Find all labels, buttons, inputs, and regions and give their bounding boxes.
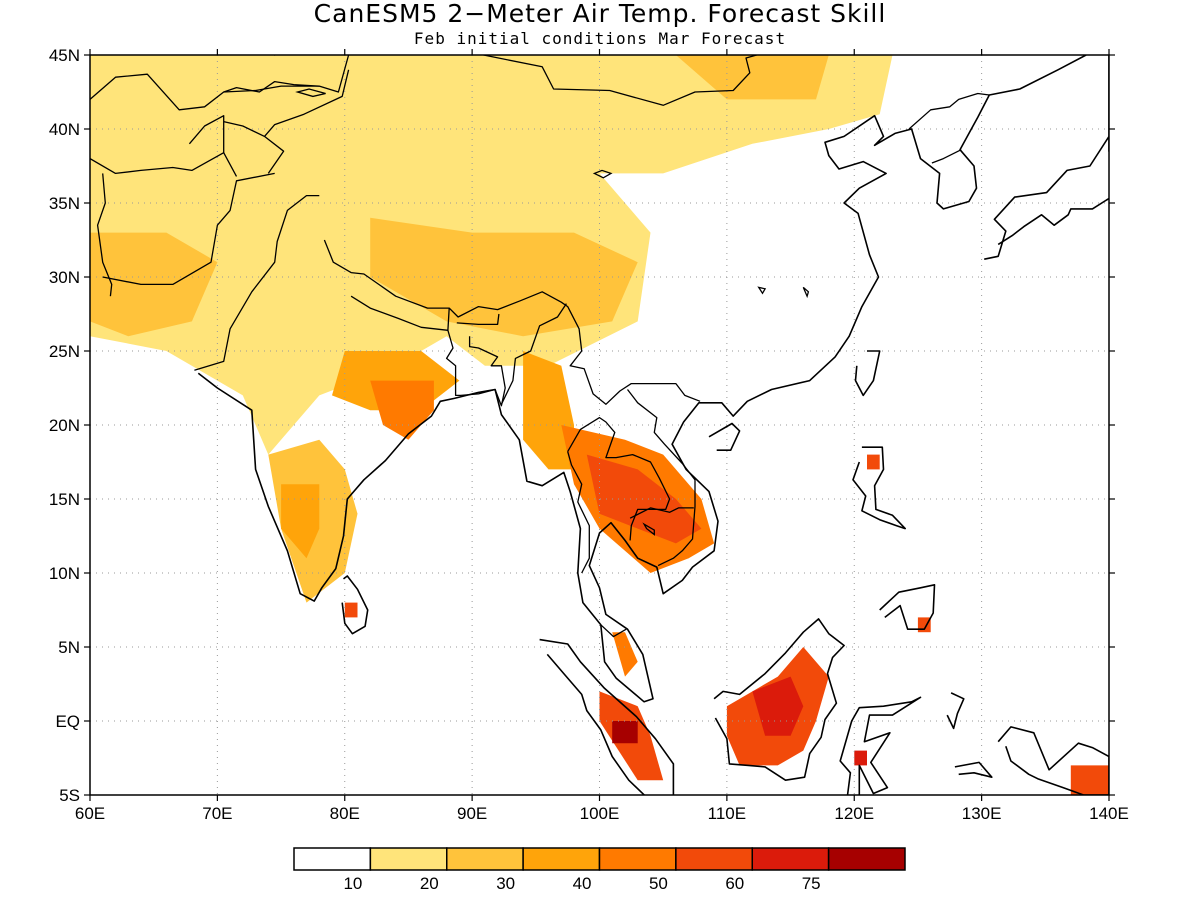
coastline-layer <box>197 33 1138 795</box>
y-tick-label: 5S <box>59 786 80 805</box>
y-axis-ticks: 45N 40N 35N 30N 25N 20N 15N 10N 5N EQ 5S <box>49 46 1115 805</box>
skill-region <box>612 632 638 677</box>
x-tick-label: 110E <box>708 804 746 823</box>
colorbar-swatch <box>293 847 372 871</box>
coastline <box>708 422 741 452</box>
coastline <box>879 583 936 631</box>
skill-region <box>1070 765 1109 795</box>
country-border <box>323 239 701 405</box>
colorbar-label: 20 <box>420 874 439 893</box>
lake-outline <box>802 286 810 299</box>
y-tick-label: 30N <box>49 268 80 287</box>
country-border <box>482 55 760 106</box>
skill-region <box>867 454 880 470</box>
country-border <box>908 92 990 130</box>
x-tick-label: 130E <box>962 804 1002 823</box>
y-tick-label: 5N <box>58 638 80 657</box>
colorbar-label: 30 <box>496 874 515 893</box>
country-border <box>931 149 962 164</box>
country-border <box>263 69 350 174</box>
country-border <box>350 295 450 331</box>
x-tick-label: 60E <box>75 804 105 823</box>
skill-region <box>752 676 804 736</box>
colorbar-label: 50 <box>649 874 668 893</box>
colorbar-swatch <box>675 847 753 871</box>
coastline <box>1128 33 1138 55</box>
skill-region <box>854 750 867 766</box>
x-axis-ticks: 60E 70E 80E 90E 100E 110E 120E 130E 140E <box>75 49 1129 823</box>
x-tick-label: 90E <box>457 804 487 823</box>
coastline <box>954 761 993 779</box>
colorbar-swatch <box>598 847 677 871</box>
x-tick-label: 100E <box>580 804 620 823</box>
y-tick-label: 20N <box>49 416 80 435</box>
country-border <box>96 173 113 297</box>
lake-outline <box>757 286 767 295</box>
colorbar-label: 60 <box>725 874 744 893</box>
country-border <box>102 172 275 286</box>
y-tick-label: 35N <box>49 194 80 213</box>
y-tick-label: 45N <box>49 46 80 65</box>
skill-region <box>370 217 638 337</box>
lake-outline <box>592 169 613 179</box>
country-border-layer <box>90 55 990 638</box>
colorbar-label: 75 <box>802 874 821 893</box>
x-tick-label: 70E <box>202 804 232 823</box>
coastline <box>341 575 369 635</box>
coastline <box>839 696 922 795</box>
coastline <box>197 55 1087 703</box>
colorbar-swatch <box>827 847 906 871</box>
country-border <box>223 120 265 137</box>
skill-shading-layer <box>90 55 1109 795</box>
country-border <box>567 451 590 574</box>
x-tick-label: 80E <box>330 804 360 823</box>
map-title: CanESM5 2−Meter Air Temp. Forecast Skill <box>313 0 887 28</box>
colorbar-swatch <box>522 847 601 871</box>
coastline <box>852 446 907 530</box>
skill-region <box>344 602 358 618</box>
coastline <box>984 55 1109 260</box>
coastline <box>854 350 881 397</box>
skill-region <box>612 721 638 744</box>
colorbar-swatch <box>446 847 524 871</box>
skill-region <box>281 484 320 559</box>
country-border <box>629 507 694 519</box>
colorbar: 10 20 30 40 50 60 75 <box>293 847 906 893</box>
map-subtitle: Feb initial conditions Mar Forecast <box>413 29 787 48</box>
country-border <box>500 303 567 405</box>
skill-region <box>523 351 574 470</box>
colorbar-label: 40 <box>573 874 592 893</box>
country-border <box>626 389 696 567</box>
country-border <box>223 80 320 93</box>
y-tick-label: 15N <box>49 490 80 509</box>
lake-outline <box>642 522 655 536</box>
coastline <box>539 638 675 795</box>
lake-outline <box>273 55 278 56</box>
y-tick-label: 25N <box>49 342 80 361</box>
skill-region <box>370 380 434 440</box>
colorbar-swatch <box>751 847 830 871</box>
country-border <box>456 313 500 326</box>
y-tick-label: EQ <box>55 712 80 731</box>
skill-region <box>675 55 829 100</box>
country-border <box>445 330 506 407</box>
skill-region <box>586 454 702 544</box>
lake-outline <box>295 88 326 98</box>
y-tick-label: 40N <box>49 120 80 139</box>
country-border <box>194 194 320 371</box>
colorbar-swatch <box>369 847 448 871</box>
y-tick-label: 10N <box>49 564 80 583</box>
coastline <box>946 692 965 730</box>
coastline <box>997 726 1109 795</box>
coastline <box>713 618 845 782</box>
country-border <box>600 624 627 638</box>
x-tick-label: 120E <box>834 804 874 823</box>
x-tick-label: 140E <box>1089 804 1129 823</box>
colorbar-label: 10 <box>343 874 362 893</box>
country-border <box>188 115 225 153</box>
